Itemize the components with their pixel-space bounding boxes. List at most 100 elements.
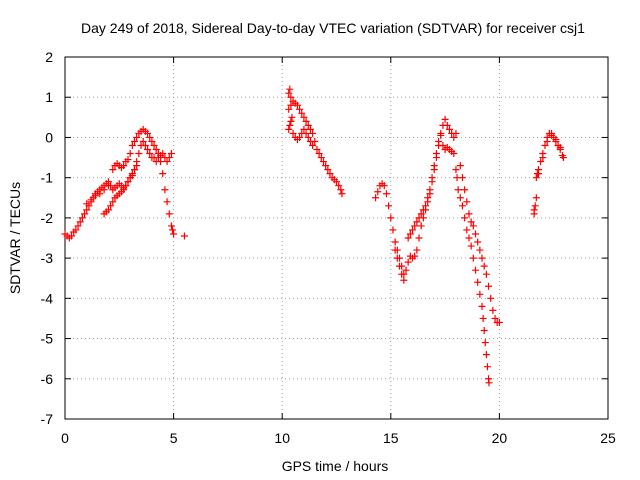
data-point	[300, 113, 308, 121]
data-point	[285, 125, 293, 133]
data-point	[417, 222, 425, 230]
data-point	[452, 129, 460, 137]
data-point	[404, 258, 412, 266]
data-point	[415, 214, 423, 222]
y-tick-label: 0	[45, 129, 53, 145]
data-point	[469, 254, 477, 262]
data-point	[467, 242, 475, 250]
y-tick-labels: 2 1 0 -1 -2 -3 -4 -5 -6 -7	[41, 49, 54, 427]
data-point	[443, 121, 451, 129]
data-point	[391, 246, 399, 254]
data-point	[289, 129, 297, 137]
data-point	[337, 186, 345, 194]
data-point	[293, 101, 301, 109]
data-point	[170, 230, 178, 238]
y-tick-label: -7	[41, 411, 54, 427]
data-point	[144, 129, 152, 137]
data-point	[382, 190, 390, 198]
data-point	[302, 129, 310, 137]
data-point	[122, 182, 130, 190]
data-point	[476, 290, 484, 298]
data-point	[128, 172, 136, 180]
data-points	[61, 85, 567, 387]
data-point	[109, 166, 117, 174]
data-point	[491, 314, 499, 322]
data-point	[285, 89, 293, 97]
y-tick-label: -3	[41, 250, 54, 266]
data-point	[309, 141, 317, 149]
data-point	[419, 206, 427, 214]
data-point	[72, 226, 80, 234]
data-point	[450, 150, 458, 158]
data-point	[530, 206, 538, 214]
data-point	[559, 154, 567, 162]
data-point	[285, 105, 293, 113]
data-point	[83, 206, 91, 214]
data-point	[148, 137, 156, 145]
data-point	[128, 141, 136, 149]
data-point	[304, 121, 312, 129]
data-point	[430, 162, 438, 170]
data-point	[454, 186, 462, 194]
data-point	[180, 232, 188, 240]
data-point	[552, 135, 560, 143]
data-point	[304, 133, 312, 141]
data-point	[413, 218, 421, 226]
data-point	[287, 101, 295, 109]
data-point	[324, 166, 332, 174]
data-point	[287, 93, 295, 101]
data-point	[317, 154, 325, 162]
data-point	[159, 170, 167, 178]
x-tick-label: 0	[61, 430, 69, 446]
data-point	[481, 339, 489, 347]
data-point	[87, 196, 95, 204]
data-point	[157, 158, 165, 166]
data-point	[531, 202, 539, 210]
data-point	[141, 141, 149, 149]
data-point	[313, 146, 321, 154]
data-point	[400, 276, 408, 284]
x-tick-label: 25	[600, 430, 616, 446]
data-point	[120, 186, 128, 194]
data-point	[309, 129, 317, 137]
x-axis-label: GPS time / hours	[282, 458, 389, 474]
data-point	[482, 270, 490, 278]
data-point	[298, 109, 306, 117]
data-point	[76, 218, 84, 226]
data-point	[476, 246, 484, 254]
y-tick-label: -1	[41, 170, 54, 186]
data-point	[413, 246, 421, 254]
data-point	[428, 174, 436, 182]
data-point	[74, 222, 82, 230]
data-point	[146, 150, 154, 158]
data-point	[288, 113, 296, 121]
data-point	[387, 214, 395, 222]
data-point	[452, 166, 460, 174]
data-point	[163, 198, 171, 206]
data-point	[104, 206, 112, 214]
data-point	[456, 162, 464, 170]
data-point	[302, 117, 310, 125]
data-point	[450, 133, 458, 141]
data-point	[78, 214, 86, 222]
data-point	[315, 150, 323, 158]
data-point	[109, 198, 117, 206]
data-point	[152, 146, 160, 154]
data-point	[391, 238, 399, 246]
data-point	[480, 327, 488, 335]
x-tick-labels: 0 5 10 15 20 25	[61, 430, 616, 446]
data-point	[380, 182, 388, 190]
data-point	[287, 117, 295, 125]
data-point	[306, 137, 314, 145]
data-point	[395, 262, 403, 270]
data-point	[133, 162, 141, 170]
data-point	[333, 178, 340, 186]
data-point	[432, 150, 440, 158]
data-point	[441, 115, 449, 123]
data-point	[556, 144, 564, 151]
data-point	[131, 137, 139, 145]
data-point	[393, 254, 401, 262]
data-point	[467, 218, 475, 226]
data-point	[124, 156, 132, 164]
data-point	[96, 190, 104, 198]
